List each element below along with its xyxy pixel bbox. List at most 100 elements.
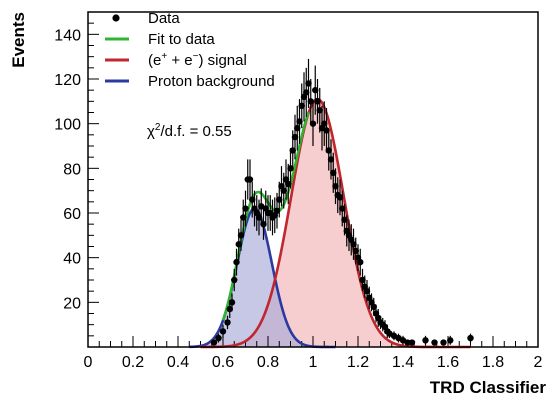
legend-item-signal: (e+ + e−) signal: [105, 51, 247, 69]
data-marker: [289, 147, 296, 154]
data-marker: [325, 147, 332, 154]
x-tick-label: 1.8: [482, 354, 504, 371]
legend-label-proton: Proton background: [148, 73, 275, 90]
data-marker: [316, 107, 323, 114]
data-marker: [287, 165, 294, 172]
data-marker: [294, 124, 301, 132]
legend-label-signal: (e+ + e−) signal: [148, 51, 247, 69]
y-tick-label: 60: [63, 206, 81, 223]
data-point: [350, 228, 357, 260]
data-marker: [215, 334, 222, 342]
x-tick-label: 0.2: [122, 354, 144, 371]
data-marker: [237, 232, 245, 239]
data-point: [231, 268, 238, 292]
signal-fill: [200, 99, 471, 347]
x-tick-label: 0.6: [212, 354, 234, 371]
data-point: [447, 335, 454, 345]
data-point: [287, 148, 294, 189]
data-point: [240, 199, 247, 236]
x-tick-label: 1: [309, 354, 318, 371]
data-marker: [431, 339, 438, 346]
data-point: [422, 335, 429, 345]
data-marker: [370, 303, 377, 310]
data-marker: [341, 216, 348, 223]
data-marker: [330, 169, 337, 176]
data-marker: [307, 98, 314, 105]
data-marker: [260, 220, 267, 228]
legend-label-fit: Fit to data: [148, 31, 215, 48]
data-marker: [323, 127, 330, 134]
data-point: [408, 339, 416, 346]
data-point: [440, 339, 447, 346]
data-marker: [327, 156, 335, 163]
data-point: [210, 339, 218, 346]
legend-marker-data: [112, 14, 120, 22]
data-marker: [219, 328, 227, 335]
data-marker: [224, 319, 231, 326]
data-marker: [321, 120, 328, 127]
data-marker: [291, 133, 299, 141]
data-marker: [228, 299, 236, 306]
data-marker: [352, 247, 359, 255]
data-point: [307, 79, 314, 124]
legend-item-data: Data: [112, 10, 180, 27]
data-point: [357, 248, 364, 276]
data-point: [323, 108, 330, 153]
data-marker: [273, 207, 281, 214]
data-marker: [314, 98, 321, 105]
data-marker: [440, 339, 447, 346]
data-point: [291, 114, 299, 160]
x-tick-label: 1.6: [437, 354, 459, 371]
data-point: [314, 79, 321, 124]
x-axis-title: TRD Classifier: [430, 378, 547, 397]
data-point: [332, 168, 339, 205]
data-marker: [285, 180, 292, 188]
data-marker: [280, 187, 287, 194]
data-marker: [422, 337, 429, 344]
y-tick-label: 80: [63, 161, 81, 178]
data-marker: [303, 89, 310, 96]
data-marker: [336, 194, 344, 201]
data-marker: [235, 241, 242, 248]
data-point: [431, 339, 438, 346]
y-axis-title: Events: [9, 12, 28, 68]
y-tick-label: 20: [63, 295, 81, 312]
y-tick-label: 100: [54, 117, 81, 134]
data-point: [312, 65, 319, 115]
data-point: [467, 333, 474, 343]
data-marker: [332, 183, 339, 190]
y-tick-labels: 20 40 60 80 100 120 140: [54, 27, 81, 312]
data-marker: [249, 196, 256, 203]
data-marker: [210, 339, 218, 346]
data-marker: [467, 334, 474, 342]
data-points: [210, 58, 474, 346]
plot-frame: [87, 11, 539, 348]
data-point: [215, 333, 222, 343]
data-marker: [255, 214, 263, 221]
data-marker: [339, 205, 346, 212]
data-point: [260, 208, 267, 240]
data-marker: [233, 258, 240, 266]
data-marker: [404, 339, 411, 346]
data-marker: [296, 118, 303, 125]
data-point: [228, 293, 236, 312]
data-point: [219, 324, 227, 339]
x-tick-label: 0.8: [257, 354, 279, 371]
data-marker: [408, 339, 416, 346]
data-point: [224, 315, 231, 330]
x-tick-label: 2: [534, 354, 543, 371]
y-tick-label: 120: [54, 72, 81, 89]
legend-item-fit: Fit to data: [105, 31, 215, 48]
data-point: [316, 87, 323, 133]
chi2-annotation: χ2/d.f. = 0.55: [147, 122, 232, 140]
legend-label-data: Data: [148, 10, 180, 27]
data-point: [404, 339, 411, 346]
data-marker: [246, 176, 254, 183]
data-marker: [309, 120, 317, 127]
data-marker: [242, 205, 249, 212]
data-point: [233, 248, 240, 276]
data-marker: [305, 80, 312, 87]
data-point: [246, 159, 254, 200]
data-point: [303, 67, 310, 117]
